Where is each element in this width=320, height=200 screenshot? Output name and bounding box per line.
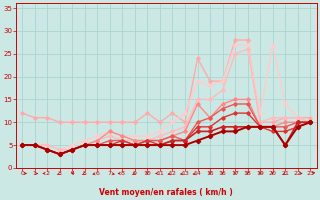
X-axis label: Vent moyen/en rafales ( km/h ): Vent moyen/en rafales ( km/h ) [100,188,233,197]
